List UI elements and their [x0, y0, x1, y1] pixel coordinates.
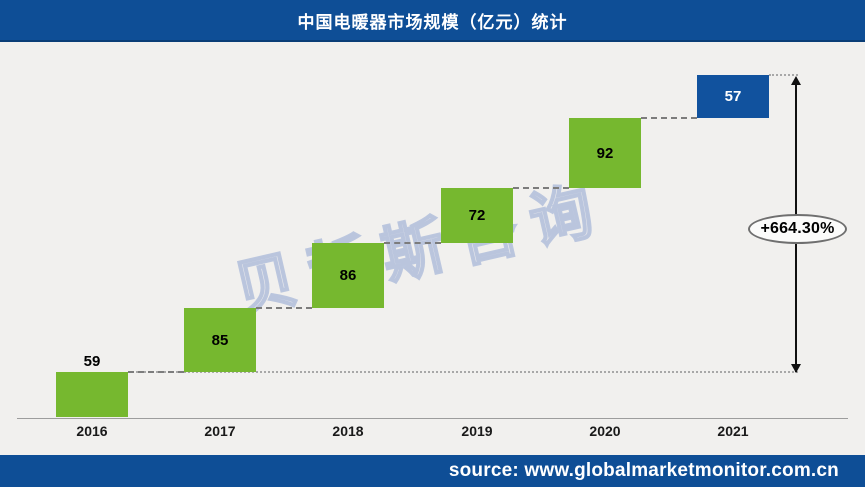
top-reference-line [769, 74, 798, 76]
source-footer-bar: source: www.globalmarketmonitor.com.cn [0, 455, 865, 487]
source-text: source: www.globalmarketmonitor.com.cn [448, 460, 839, 481]
bar-2021: 57 [697, 75, 769, 118]
x-tick-2017: 2017 [204, 423, 236, 439]
value-label-2020: 92 [596, 144, 614, 162]
x-tick-2018: 2018 [332, 423, 364, 439]
growth-callout: +664.30% [748, 214, 847, 244]
connector-2019-2020 [513, 187, 569, 189]
baseline-reference-line [128, 371, 798, 373]
bar-2017: 85 [184, 308, 256, 372]
connector-2018-2019 [384, 242, 441, 244]
chart-header-bar: 中国电暖器市场规模（亿元）统计 [0, 0, 865, 42]
bar-2019: 72 [441, 188, 513, 243]
x-tick-2016: 2016 [76, 423, 108, 439]
growth-arrow-up-icon [791, 76, 801, 85]
connector-2017-2018 [256, 307, 312, 309]
x-tick-2021: 2021 [717, 423, 749, 439]
connector-2016-2017 [128, 371, 184, 373]
growth-arrow-down-icon [791, 364, 801, 373]
x-tick-2019: 2019 [461, 423, 493, 439]
value-label-2019: 72 [468, 207, 486, 224]
value-label-2021: 57 [724, 88, 742, 105]
bar-2016 [56, 372, 128, 417]
plot-area: 贝哲斯咨询 +664.30% 59 2016 85 2017 86 2018 72 2019 9… [0, 42, 865, 455]
chart-title: 中国电暖器市场规模（亿元）统计 [297, 12, 568, 32]
bar-2020: 92 [569, 118, 641, 188]
x-tick-2020: 2020 [589, 423, 621, 439]
x-axis-line [17, 418, 848, 419]
bar-2018: 86 [312, 243, 384, 308]
value-label-2018: 86 [339, 267, 357, 284]
value-label-2017: 85 [211, 331, 229, 349]
growth-value: +664.30% [760, 220, 835, 237]
value-label-2016: 59 [83, 353, 101, 370]
connector-2020-2021 [641, 117, 697, 119]
